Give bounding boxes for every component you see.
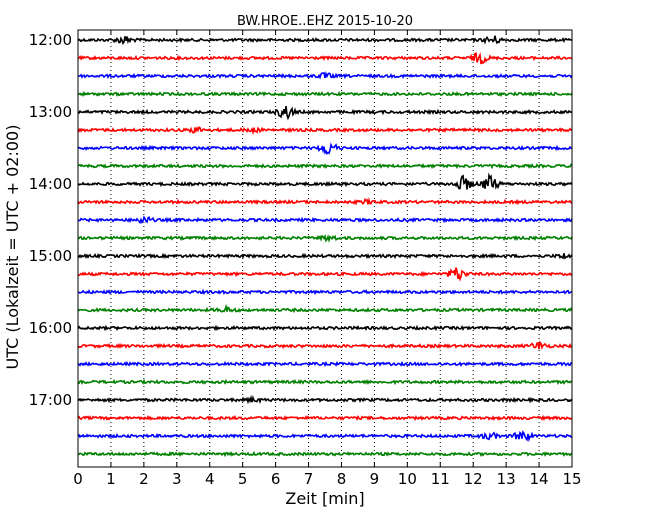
trace-15:00 <box>77 252 573 260</box>
x-tick-label: 12 <box>464 470 483 488</box>
plot-frame <box>77 29 573 468</box>
x-tick-label: 9 <box>370 470 380 488</box>
trace-16:45 <box>77 378 573 386</box>
grid-lines <box>110 30 540 467</box>
y-tick-label: 13:00 <box>29 103 72 121</box>
trace-17:00 <box>77 394 573 405</box>
trace-13:45 <box>77 162 573 170</box>
x-tick-label: 7 <box>304 470 314 488</box>
x-tick-label: 0 <box>73 470 83 488</box>
trace-13:00 <box>77 106 573 121</box>
y-tick-labels: 12:00 13:00 14:00 15:00 16:00 17:00 <box>29 31 72 409</box>
trace-16:30 <box>77 360 573 368</box>
trace-15:30 <box>77 288 573 296</box>
x-tick-labels: 0 1 2 3 4 5 6 7 8 9 10 11 12 13 14 15 <box>73 470 581 488</box>
x-tick-label: 6 <box>271 470 281 488</box>
y-tick-label: 14:00 <box>29 175 72 193</box>
trace-12:00 <box>77 35 573 45</box>
trace-16:15 <box>77 340 573 350</box>
trace-16:00 <box>77 324 573 332</box>
trace-17:15 <box>77 414 573 422</box>
trace-14:45 <box>77 233 573 244</box>
x-tick-label: 8 <box>337 470 347 488</box>
x-tick-label: 2 <box>139 470 149 488</box>
seismic-traces <box>77 35 573 458</box>
x-tick-label: 1 <box>106 470 116 488</box>
trace-15:45 <box>77 303 573 314</box>
x-tick-label: 3 <box>172 470 182 488</box>
trace-12:30 <box>77 70 573 80</box>
y-axis-label: UTC (Lokalzeit = UTC + 02:00) <box>3 125 22 370</box>
trace-17:45 <box>77 450 573 458</box>
x-tick-label: 15 <box>562 470 581 488</box>
trace-12:15 <box>77 52 573 65</box>
x-axis-label: Zeit [min] <box>285 489 364 508</box>
y-tick-label: 12:00 <box>29 31 72 49</box>
axis-ticks <box>77 30 573 467</box>
trace-13:15 <box>77 126 573 136</box>
trace-17:30 <box>77 430 573 443</box>
trace-13:30 <box>77 142 573 156</box>
chart-title: BW.HROE..EHZ 2015-10-20 <box>237 14 413 29</box>
x-tick-label: 4 <box>205 470 215 488</box>
trace-12:45 <box>77 90 573 98</box>
y-tick-label: 15:00 <box>29 247 72 265</box>
trace-14:00 <box>77 172 573 190</box>
y-tick-label: 16:00 <box>29 319 72 337</box>
y-tick-label: 17:00 <box>29 391 72 409</box>
trace-14:15 <box>77 196 573 206</box>
x-tick-label: 11 <box>431 470 450 488</box>
trace-14:30 <box>77 215 573 225</box>
x-tick-label: 5 <box>238 470 248 488</box>
x-tick-label: 14 <box>530 470 549 488</box>
x-tick-label: 10 <box>398 470 417 488</box>
x-tick-label: 13 <box>497 470 516 488</box>
trace-15:15 <box>77 267 573 282</box>
